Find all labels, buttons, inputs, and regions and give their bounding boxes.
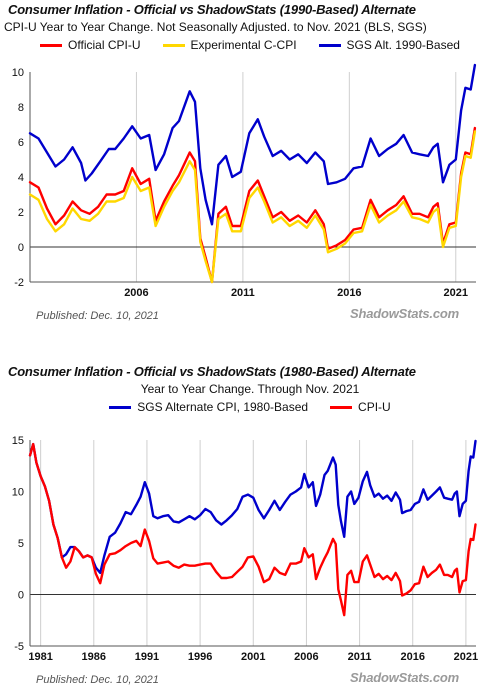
chart-legend: Official CPI-U Experimental C-CPI SGS Al… [0, 38, 500, 52]
shadowstats-brand: ShadowStats.com [350, 306, 459, 321]
published-date: Published: Dec. 10, 2021 [36, 674, 159, 686]
series-line-sgs-alt-1990-based [28, 63, 477, 226]
legend-item-experimental-c-cpi: Experimental C-CPI [162, 38, 297, 52]
y-tick-label: 8 [18, 102, 24, 114]
x-tick-label: 2011 [231, 287, 255, 299]
legend-item-official-cpi-u: Official CPI-U [40, 38, 141, 52]
y-tick-label: 2 [18, 207, 24, 219]
y-tick-label: 10 [12, 487, 24, 499]
legend-label: SGS Alternate CPI, 1980-Based [137, 400, 309, 414]
y-tick-label: 6 [18, 137, 24, 149]
chart-title: Consumer Inflation - Official vs ShadowS… [8, 2, 416, 17]
x-tick-label: 2016 [337, 287, 361, 299]
legend-swatch [162, 43, 185, 47]
chart-legend: SGS Alternate CPI, 1980-Based CPI-U [0, 400, 500, 414]
x-tick-label: 1991 [135, 651, 159, 663]
series-line-official-cpi-u [28, 126, 477, 284]
series-line-sgs-alternate-cpi-1980-based [28, 439, 477, 575]
x-tick-label: 2021 [454, 651, 478, 663]
series-line-experimental-c-cpi [28, 130, 477, 284]
y-tick-label: 15 [12, 435, 24, 447]
y-tick-label: -5 [14, 641, 24, 653]
published-date: Published: Dec. 10, 2021 [36, 310, 159, 322]
y-tick-label: -2 [14, 277, 24, 289]
legend-label: Official CPI-U [68, 38, 141, 52]
x-tick-label: 2016 [400, 651, 424, 663]
x-tick-label: 2001 [241, 651, 265, 663]
plot-area: 2006 2011 2016 2021 -2 0 2 4 6 8 10 [12, 63, 477, 299]
y-tick-label: 10 [12, 67, 24, 79]
legend-item-sgs-1990-based: SGS Alt. 1990-Based [318, 38, 460, 52]
x-tick-label: 1981 [28, 651, 52, 663]
legend-item-sgs-1980-based: SGS Alternate CPI, 1980-Based [109, 400, 308, 414]
legend-label: Experimental C-CPI [190, 38, 297, 52]
y-tick-label: 4 [18, 172, 24, 184]
x-tick-label: 2011 [348, 651, 372, 663]
chart-subtitle: Year to Year Change. Through Nov. 2021 [140, 382, 360, 396]
legend-swatch [109, 405, 132, 409]
legend-swatch [318, 43, 341, 47]
plot-area: 1981 1986 1991 1996 2001 2006 2011 2016 2021 -5 0 5… [12, 435, 478, 663]
x-tick-label: 2006 [124, 287, 148, 299]
x-tick-label: 2021 [444, 287, 468, 299]
legend-item-cpi-u: CPI-U [330, 400, 391, 414]
x-tick-label: 1996 [188, 651, 212, 663]
chart-title: Consumer Inflation - Official vs ShadowS… [8, 364, 416, 379]
chart-1980-based: Consumer Inflation - Official vs ShadowS… [0, 362, 500, 700]
legend-swatch [330, 405, 353, 409]
chart-1990-based: Consumer Inflation - Official vs ShadowS… [0, 0, 500, 340]
series-line-cpi-u [28, 442, 477, 617]
y-tick-label: 0 [18, 590, 24, 602]
x-tick-label: 2006 [294, 651, 318, 663]
legend-label: CPI-U [358, 400, 391, 414]
legend-label: SGS Alt. 1990-Based [346, 38, 460, 52]
y-tick-label: 5 [18, 538, 24, 550]
legend-swatch [40, 43, 63, 47]
shadowstats-brand: ShadowStats.com [350, 670, 459, 685]
y-tick-label: 0 [18, 242, 24, 254]
x-tick-label: 1986 [82, 651, 106, 663]
chart-subtitle: CPI-U Year to Year Change. Not Seasonall… [4, 20, 427, 34]
